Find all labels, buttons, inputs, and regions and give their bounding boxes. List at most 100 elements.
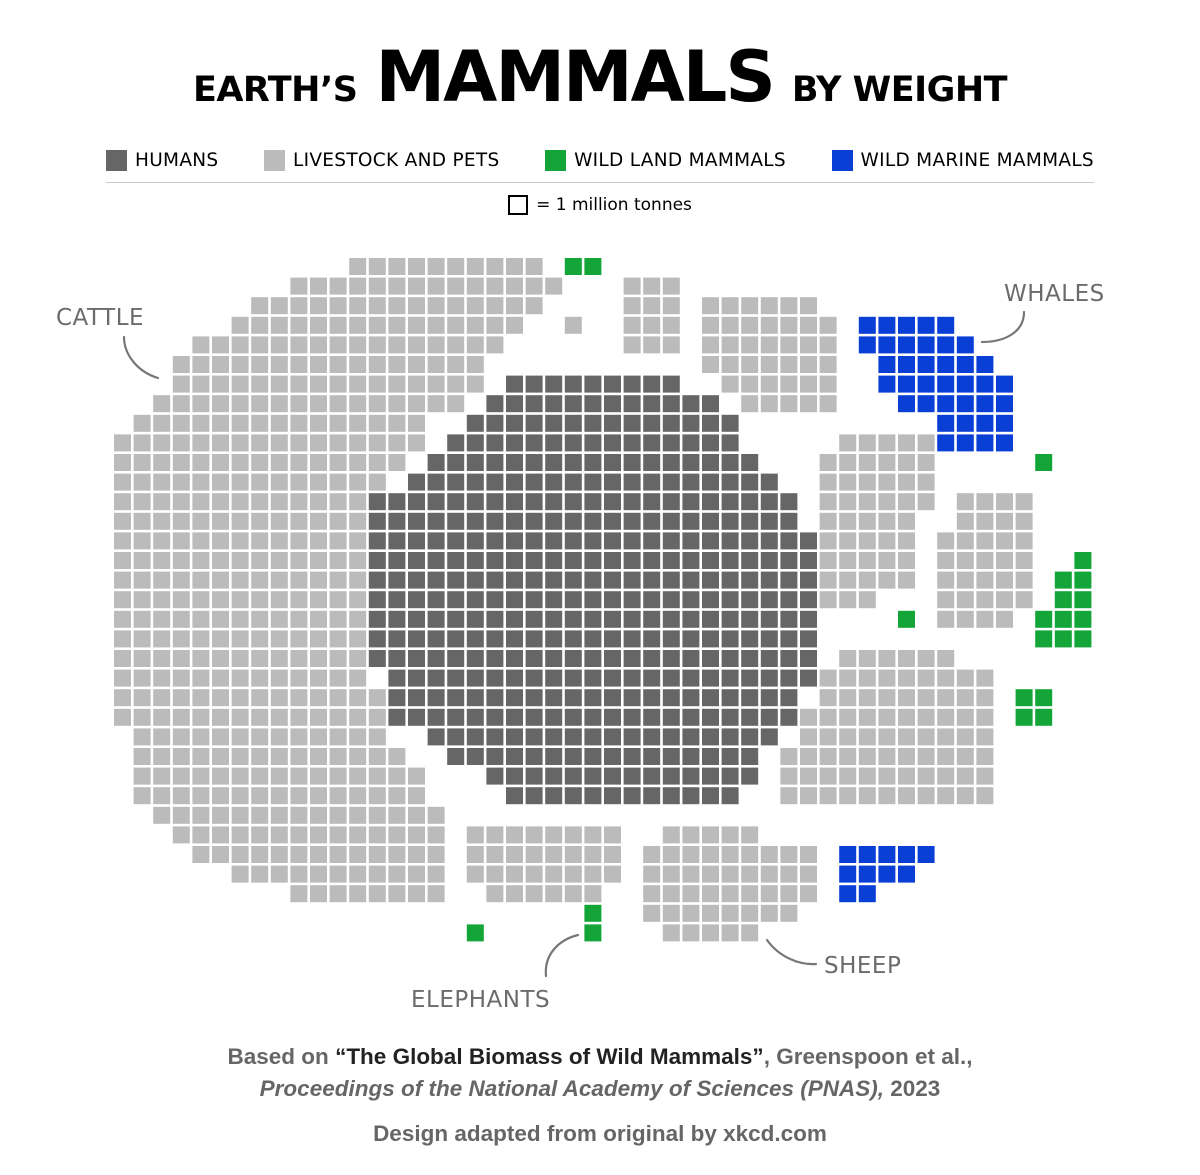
human-square: [702, 748, 719, 765]
livestock-square-cattle: [153, 610, 171, 628]
legend-label-humans: HUMANS: [135, 149, 219, 171]
livestock-square-cattle: [290, 689, 308, 707]
human-square: [525, 708, 543, 726]
human-square: [800, 571, 817, 589]
human-square: [780, 493, 798, 511]
livestock-square-cattle: [310, 571, 327, 589]
wild-land-square: [1074, 552, 1092, 569]
human-square: [545, 532, 563, 550]
livestock-square-cattle: [192, 728, 210, 746]
livestock-square-cattle: [251, 375, 269, 393]
livestock-square-cattle: [506, 258, 523, 275]
human-square: [466, 454, 484, 471]
livestock-square-cattle: [408, 865, 425, 883]
livestock-square-cattle: [329, 532, 347, 550]
livestock-square-cattle: [153, 708, 171, 726]
livestock-square-cattle: [349, 493, 367, 511]
livestock-square: [780, 316, 798, 334]
human-square: [584, 571, 602, 589]
human-square: [564, 669, 582, 687]
livestock-square-sheep: [721, 885, 739, 903]
human-square: [427, 650, 445, 667]
livestock-square-cattle: [427, 826, 445, 844]
human-square: [682, 591, 700, 609]
livestock-square-cattle: [427, 885, 445, 903]
wild-marine-square: [839, 865, 857, 883]
livestock-square-cattle: [349, 787, 367, 805]
human-square: [760, 552, 778, 569]
livestock-square-sheep: [682, 846, 700, 863]
livestock-square: [858, 591, 876, 609]
human-square: [564, 728, 582, 746]
title-suffix: BY WEIGHT: [791, 70, 1008, 110]
livestock-square-cattle: [212, 630, 229, 648]
human-square: [780, 552, 798, 569]
human-square: [564, 787, 582, 805]
wild-marine-square-whale: [898, 395, 915, 413]
legend-item-wild-marine: WILD MARINE MAMMALS: [831, 149, 1094, 171]
livestock-square: [780, 336, 798, 354]
human-square: [545, 767, 563, 785]
human-square: [506, 375, 523, 393]
annotation-sheep: SHEEP: [824, 953, 901, 979]
livestock-square-cattle: [349, 473, 367, 491]
livestock-square: [525, 865, 543, 883]
livestock-square: [917, 650, 935, 667]
livestock-square: [917, 493, 935, 511]
livestock-square-cattle: [329, 375, 347, 393]
human-square: [682, 532, 700, 550]
human-square: [447, 748, 465, 765]
human-square: [408, 552, 425, 569]
livestock-square: [819, 669, 837, 687]
livestock-square: [858, 532, 876, 550]
human-square: [800, 610, 817, 628]
livestock-square-cattle: [466, 258, 484, 275]
livestock-square-cattle: [251, 708, 269, 726]
human-square: [623, 748, 641, 765]
livestock-square: [819, 787, 837, 805]
human-square: [564, 512, 582, 530]
livestock-square-cattle: [368, 885, 386, 903]
human-square: [427, 532, 445, 550]
livestock-square-cattle: [388, 356, 406, 373]
wild-marine-square-whale: [996, 414, 1013, 432]
human-square: [388, 552, 406, 569]
livestock-square: [800, 375, 817, 393]
livestock-square-cattle: [388, 336, 406, 354]
livestock-square-sheep: [721, 924, 739, 942]
scale-square-icon: [508, 195, 529, 215]
human-square: [408, 689, 425, 707]
livestock-square-sheep: [682, 885, 700, 903]
livestock-square-cattle: [172, 591, 190, 609]
human-square: [702, 650, 719, 667]
livestock-square: [819, 728, 837, 746]
livestock-square: [858, 650, 876, 667]
human-square: [662, 669, 680, 687]
livestock-square: [1015, 493, 1033, 511]
livestock-square-sheep: [741, 865, 759, 883]
livestock-square-cattle: [329, 669, 347, 687]
livestock-square-cattle: [408, 395, 425, 413]
human-square: [604, 787, 621, 805]
livestock-square-cattle: [310, 610, 327, 628]
human-square: [741, 630, 759, 648]
livestock-square-cattle: [270, 669, 288, 687]
livestock-square-cattle: [270, 865, 288, 883]
human-square: [702, 787, 719, 805]
livestock-square-cattle: [349, 650, 367, 667]
human-square: [545, 552, 563, 569]
human-square: [741, 473, 759, 491]
livestock-square: [917, 434, 935, 452]
livestock-square-cattle: [172, 414, 190, 432]
livestock-square: [466, 846, 484, 863]
human-square: [564, 630, 582, 648]
livestock-square-sheep: [702, 904, 719, 922]
livestock-square-cattle: [368, 826, 386, 844]
human-square: [584, 669, 602, 687]
livestock-square-cattle: [270, 630, 288, 648]
livestock-square-cattle: [231, 689, 249, 707]
human-square: [525, 532, 543, 550]
human-square: [741, 610, 759, 628]
wild-marine-square-whale: [917, 356, 935, 373]
human-square: [545, 708, 563, 726]
